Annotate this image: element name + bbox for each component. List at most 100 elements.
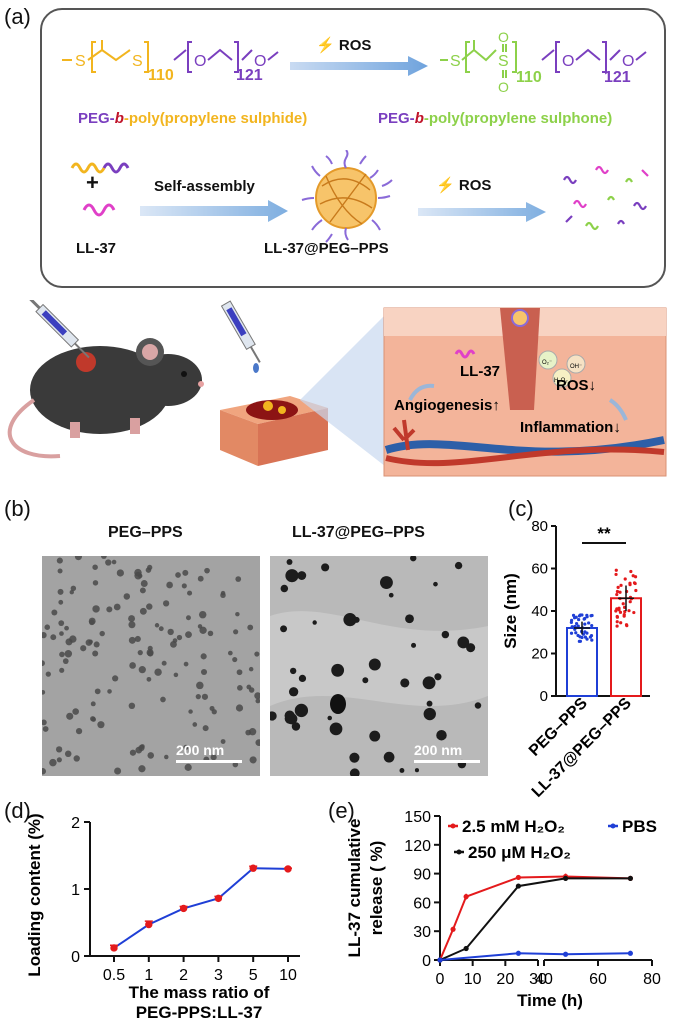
ll37-label-illustration: LL-37 <box>460 363 500 380</box>
x-axis-label-d-line1: The mass ratio of <box>129 983 270 1002</box>
svg-text:O: O <box>562 53 574 70</box>
tem-particle <box>147 645 153 651</box>
series-point <box>563 875 569 881</box>
tem-particle <box>140 580 148 587</box>
data-point <box>582 617 586 621</box>
tem-particle <box>383 751 395 763</box>
tem-particle <box>44 624 51 630</box>
tem-particle <box>154 623 160 628</box>
tem-particle <box>248 728 257 736</box>
tem-particle <box>474 702 482 709</box>
tem-particle <box>200 668 208 676</box>
tem-particle <box>164 754 169 760</box>
data-point <box>576 624 580 628</box>
y-tick-label-e: 60 <box>413 895 431 912</box>
tem-particle <box>66 712 74 720</box>
sulphone-repeat-number: 110 <box>516 69 542 86</box>
data-point <box>573 624 577 629</box>
tem-right-title: LL-37@PEG–PPS <box>292 524 425 541</box>
tem-particle <box>232 761 239 768</box>
tem-particle <box>166 581 173 589</box>
y-tick-label-c: 60 <box>531 561 548 578</box>
tem-particle <box>51 609 58 616</box>
tem-particle <box>349 752 360 763</box>
tem-particle <box>69 590 74 595</box>
data-point <box>628 581 632 585</box>
polymer-name-sulphone: PEG-b-poly(propylene sulphone) <box>378 110 613 127</box>
tem-particle <box>192 722 198 727</box>
tem-particle <box>330 694 346 714</box>
panel-label-d: (d) <box>4 798 31 823</box>
tem-particle <box>58 620 65 627</box>
tem-particle <box>369 730 381 742</box>
tem-particle <box>45 671 51 677</box>
tem-particle <box>235 704 244 712</box>
wound-healing-illustration: O₂⁻ H₂O₂ OH⁻ LL-37 ROS↓ Angiogenesis↑ In… <box>7 300 667 477</box>
y-tick-label-c: 40 <box>531 603 548 620</box>
data-point <box>615 614 619 619</box>
x-tick-label-e: 20 <box>496 971 514 988</box>
molecule-o2: O₂⁻ <box>542 360 552 366</box>
tem-particle <box>57 568 63 574</box>
tem-particle <box>75 727 83 735</box>
tem-particle <box>128 615 136 623</box>
tem-particle <box>64 750 72 758</box>
data-point <box>585 631 589 635</box>
loading-point <box>110 944 118 952</box>
data-point <box>619 621 623 625</box>
tem-particle <box>285 569 299 583</box>
tem-particle <box>414 768 419 773</box>
tem-particle <box>235 611 240 617</box>
tem-left-title: PEG–PPS <box>108 524 183 541</box>
tem-particle <box>113 603 121 611</box>
self-assembly-label: Self-assembly <box>154 178 255 195</box>
tem-particle <box>291 722 301 731</box>
tem-particle <box>92 564 98 570</box>
tem-particle <box>129 662 136 669</box>
scale-bar-left <box>176 760 242 763</box>
panel-label-b: (b) <box>4 496 31 521</box>
tem-particle <box>138 765 146 773</box>
tem-particle <box>380 576 393 589</box>
tem-particle <box>59 651 65 658</box>
data-point <box>625 624 629 628</box>
tem-particle <box>196 681 204 690</box>
tem-particle <box>182 569 189 576</box>
legend-label: 2.5 mM H₂O₂ <box>462 817 565 836</box>
tem-particle <box>254 651 260 657</box>
tem-particle <box>154 668 162 676</box>
tem-particle <box>146 676 152 682</box>
data-point <box>633 575 638 579</box>
loading-point <box>249 864 257 872</box>
y-tick-label-d: 1 <box>71 882 80 899</box>
svg-text:O: O <box>194 53 206 70</box>
loading-line <box>113 867 289 949</box>
tem-particle <box>362 677 369 684</box>
svg-text:O: O <box>622 53 634 70</box>
data-point <box>622 614 626 618</box>
tem-particle <box>181 583 187 589</box>
tem-particle <box>185 631 192 638</box>
tem-region <box>270 611 488 706</box>
bar <box>610 597 642 697</box>
tem-particle <box>368 658 381 671</box>
tem-particle <box>232 656 238 663</box>
data-point <box>619 583 623 587</box>
loading-point <box>179 904 188 913</box>
x-tick-label-e: 60 <box>589 971 607 988</box>
data-point <box>583 622 587 626</box>
inflammation-label: Inflammation↓ <box>520 419 621 436</box>
data-point <box>589 634 594 638</box>
series-line <box>439 875 631 961</box>
plus-sign: + <box>86 170 99 195</box>
tem-particle <box>294 703 309 718</box>
reactants-icon <box>70 162 130 217</box>
data-point <box>615 589 620 594</box>
tem-particle <box>92 650 99 657</box>
x-tick-label-d: 0.5 <box>103 967 125 984</box>
tem-particle <box>188 709 193 714</box>
x-axis-label-e: Time (h) <box>517 991 583 1010</box>
tem-particle <box>286 559 293 565</box>
svg-text:O: O <box>254 53 266 70</box>
